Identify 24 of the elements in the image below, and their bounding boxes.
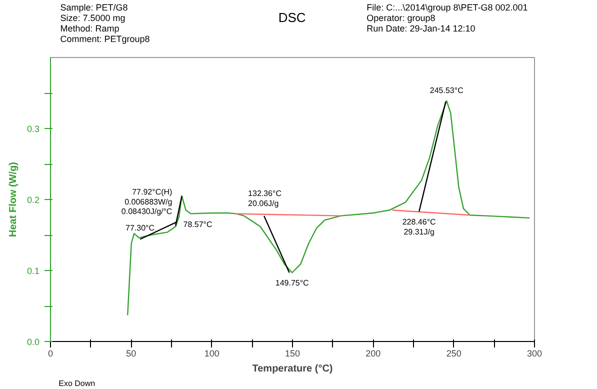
- x-tick-label: 0: [48, 348, 54, 358]
- x-tick-label: 150: [284, 348, 300, 358]
- x-tick-label: 50: [126, 348, 136, 358]
- text: File: C:...\2014\group 8\PET-G8 002.001 Operator: group8 Run Date: 29-Jan-14 12:10: [366, 2, 528, 34]
- annotation: 228.46°C 29.31J/g: [402, 218, 436, 236]
- annotation: 78.57°C: [183, 220, 212, 229]
- y-tick-label: 0.2: [26, 195, 40, 205]
- chart-title: DSC: [278, 10, 306, 25]
- annotation: 77.92°C(H) 0.006883W/g 0.08430J/g/°C: [121, 187, 173, 216]
- x-tick-label: 300: [526, 348, 542, 358]
- x-tick-label: 100: [204, 348, 220, 358]
- annotation: 77.30°C: [126, 223, 155, 232]
- y-tick-label: 0.3: [26, 124, 40, 134]
- text: Sample: PET/G8 Size: 7.5000 mg Method: Ramp Comment: PETgroup8: [60, 2, 150, 44]
- x-axis-title: Temperature (°C): [252, 364, 333, 374]
- text: Exo Down: [58, 379, 96, 388]
- annotation: 245.53°C: [430, 86, 464, 95]
- annotation: 149.75°C: [275, 278, 310, 288]
- x-tick-label: 250: [446, 348, 462, 358]
- y-tick-label: 0.0: [26, 337, 40, 347]
- y-axis-title: Heat Flow (W/g): [8, 162, 19, 237]
- x-tick-label: 200: [366, 348, 381, 358]
- annotation: 132.36°C 20.06J/g: [248, 188, 282, 208]
- y-tick-label: 0.1: [26, 266, 40, 276]
